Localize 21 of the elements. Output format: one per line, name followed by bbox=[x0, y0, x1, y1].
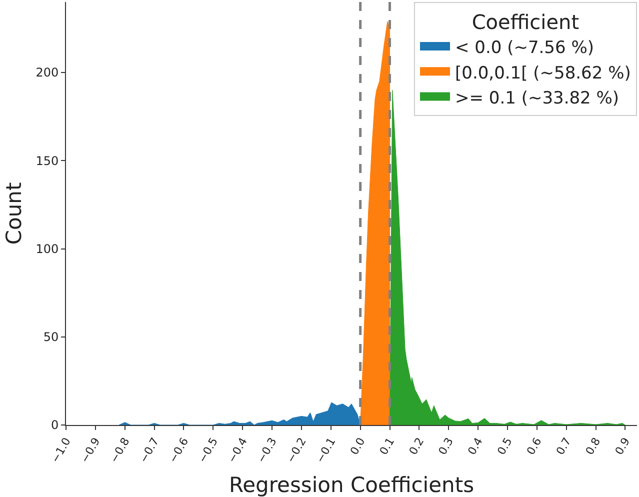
x-tick-label: 0.5 bbox=[494, 435, 515, 458]
x-tick-label: 0.2 bbox=[406, 435, 427, 458]
y-tick-label: 0 bbox=[50, 418, 59, 432]
x-tick-label: 0.3 bbox=[436, 435, 456, 458]
x-tick-label: 0.9 bbox=[612, 435, 633, 458]
legend-title: Coefficient bbox=[472, 10, 580, 34]
x-tick-label: 0.0 bbox=[348, 435, 368, 458]
y-tick-label: 200 bbox=[36, 66, 59, 80]
legend-label: < 0.0 (~7.56 %) bbox=[455, 38, 594, 58]
y-axis-title: Count bbox=[2, 182, 26, 245]
x-axis-title: Regression Coefficients bbox=[228, 473, 474, 497]
x-tick-label: 0.1 bbox=[377, 435, 398, 458]
y-tick-label: 150 bbox=[36, 154, 59, 168]
x-tick-label: 0.4 bbox=[465, 435, 486, 458]
legend-label: [0.0,0.1[ (~58.62 %) bbox=[455, 63, 631, 84]
legend-label: >= 0.1 (~33.82 %) bbox=[455, 88, 620, 108]
x-tick-label: 0.6 bbox=[524, 435, 544, 458]
y-tick-label: 50 bbox=[43, 330, 59, 344]
y-tick-label: 100 bbox=[36, 242, 59, 256]
x-tick-label: 0.8 bbox=[583, 435, 604, 458]
x-tick-label: 0.7 bbox=[554, 435, 574, 458]
